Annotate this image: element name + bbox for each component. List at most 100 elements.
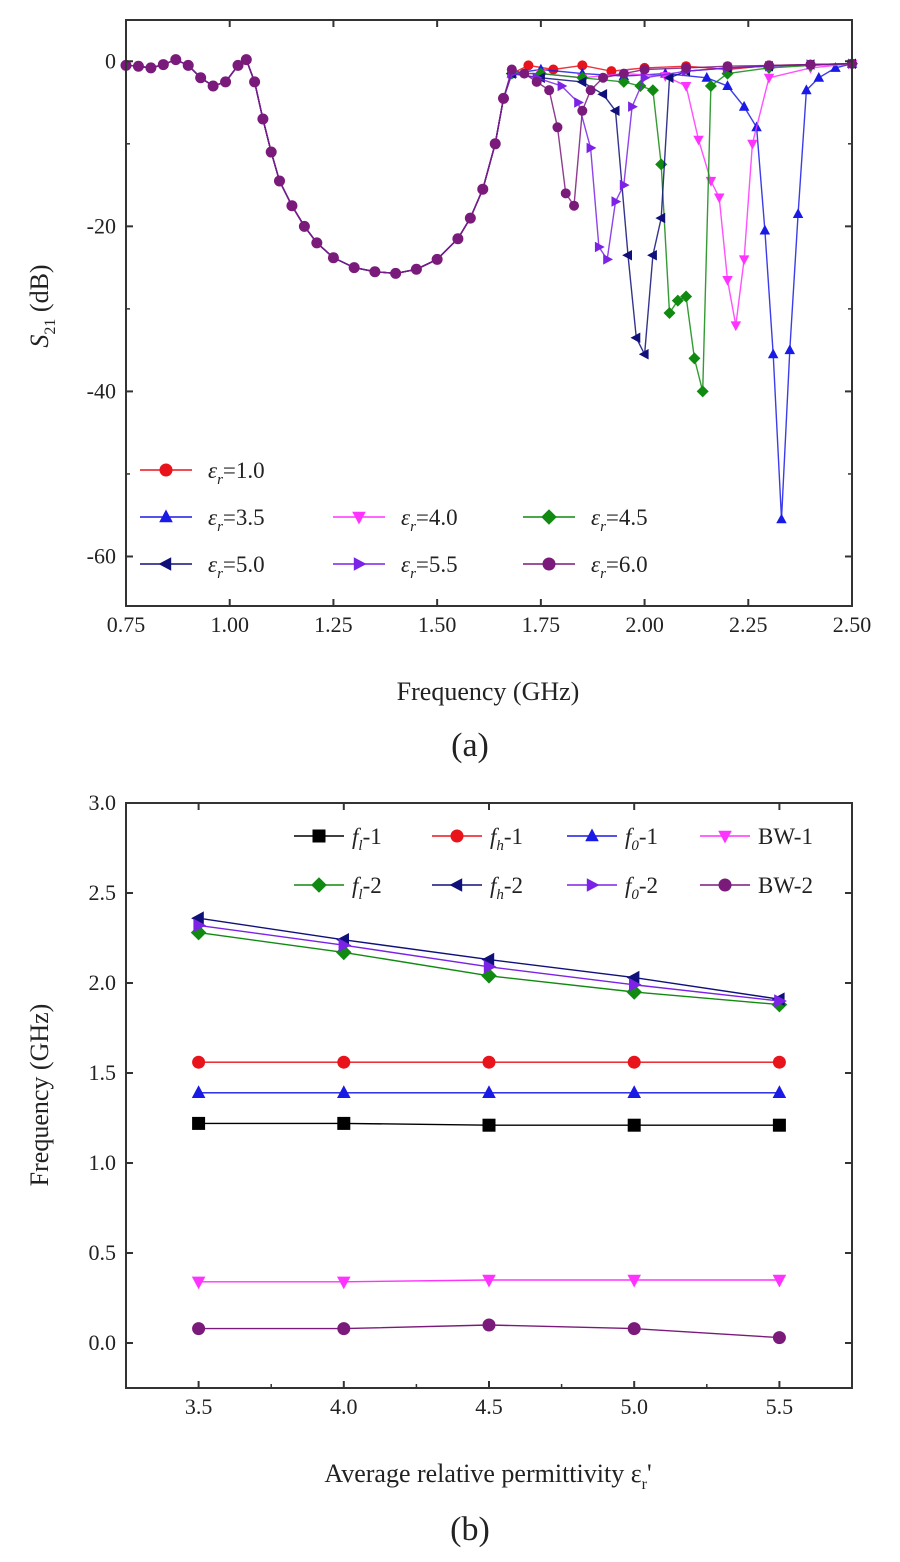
data-point (431, 253, 443, 265)
data-point (701, 72, 712, 82)
y-axis-label-a-main: S (25, 335, 54, 348)
panel-label-b: (b) (450, 1511, 490, 1548)
legend-marker (352, 511, 366, 525)
legend-label-symbol: f (625, 873, 635, 898)
data-point (792, 208, 804, 218)
data-point (629, 978, 642, 992)
data-point (477, 183, 489, 195)
data-point (192, 1322, 206, 1336)
x-axis-label-b-suffix: ' (647, 1459, 652, 1488)
y-tick-label: 1.5 (89, 1060, 117, 1085)
data-point (618, 68, 629, 79)
legend-marker (586, 878, 600, 892)
data-point (482, 1118, 496, 1132)
legend-label: fl-2 (352, 873, 382, 903)
x-tick-label: 5.0 (620, 1394, 648, 1419)
data-point (482, 1318, 496, 1332)
legend-label-sub: 0 (631, 838, 639, 854)
data-point (240, 54, 252, 66)
data-point (577, 60, 588, 71)
data-point (774, 994, 787, 1008)
data-point (489, 138, 501, 150)
data-point (552, 122, 563, 133)
data-point (249, 76, 261, 88)
legend-label-symbol: ε (401, 552, 411, 577)
y-tick-label: 0 (105, 48, 116, 73)
legend-marker (542, 557, 556, 571)
legend-marker (449, 878, 463, 892)
data-point (772, 1274, 787, 1288)
legend-label-symbol: ε (208, 458, 218, 483)
data-point (523, 60, 534, 71)
y-tick-label: 2.0 (89, 970, 117, 995)
data-point (627, 1274, 641, 1288)
legend-marker (159, 463, 173, 477)
legend-label-value: =4.0 (416, 505, 458, 530)
data-point (747, 139, 758, 150)
data-point (759, 224, 771, 235)
data-point (705, 176, 717, 187)
data-point (680, 290, 693, 303)
legend-label-sub: r (600, 519, 606, 535)
y-tick-label: -60 (87, 543, 116, 568)
data-point (626, 970, 640, 985)
data-point (452, 233, 464, 245)
data-point (531, 76, 542, 87)
data-point (680, 82, 692, 92)
data-point (738, 255, 750, 266)
legend-marker (158, 557, 172, 571)
x-axis-label-b-sub: r (642, 1476, 648, 1493)
x-tick-label: 5.5 (766, 1394, 794, 1419)
legend-label-suffix: -1 (363, 824, 382, 849)
data-point (681, 62, 692, 73)
data-point (772, 1055, 786, 1069)
data-point (220, 76, 232, 88)
legend-label: f0-2 (625, 873, 658, 903)
x-tick-label: 1.00 (210, 612, 249, 637)
y-axis-label-a: S21 (dB) (25, 264, 59, 347)
x-tick-label: 2.00 (625, 612, 664, 637)
legend-label-sub: r (217, 519, 223, 535)
data-point (132, 60, 144, 72)
legend-marker (450, 829, 464, 843)
data-point (298, 220, 310, 232)
panel-label-a: (a) (451, 727, 489, 764)
data-point (257, 113, 269, 125)
data-point (482, 1085, 496, 1098)
legend-label: BW-1 (758, 824, 813, 849)
legend-label-sub: l (358, 887, 362, 903)
x-axis-label-b-main: Average relative permittivity ε (324, 1459, 641, 1488)
data-point (628, 101, 638, 112)
data-point (688, 352, 701, 365)
axes-a: 0.75 1.00 1.25 1.50 1.75 2.00 2.25 2.50 0 -20 -40 -… (87, 19, 871, 637)
data-point (671, 294, 684, 307)
data-point (182, 59, 194, 71)
legend-label: εr=5.0 (208, 552, 265, 582)
data-point (170, 54, 182, 66)
legend-label-sub: h (496, 838, 504, 854)
data-point (738, 100, 750, 111)
data-point (548, 64, 559, 75)
legend-label-sub: r (410, 519, 416, 535)
legend-label-suffix: -1 (504, 824, 523, 849)
data-point (286, 200, 298, 212)
y-tick-label: 1.0 (89, 1150, 117, 1175)
legend-label-sub: r (410, 566, 416, 582)
data-point (627, 1055, 641, 1069)
plot-area-a (120, 54, 858, 524)
data-point (696, 385, 709, 398)
data-point (193, 918, 207, 933)
data-point (611, 196, 622, 207)
data-point (801, 84, 812, 95)
data-point (585, 85, 596, 96)
y-axis-label-a-unit: (dB) (25, 264, 54, 318)
data-point (557, 80, 568, 92)
data-point (693, 135, 704, 146)
data-point (191, 911, 204, 925)
data-point (722, 61, 733, 72)
data-point (157, 59, 169, 71)
data-point (273, 175, 285, 187)
data-point (640, 72, 651, 83)
legend-label-sub: r (217, 566, 223, 582)
